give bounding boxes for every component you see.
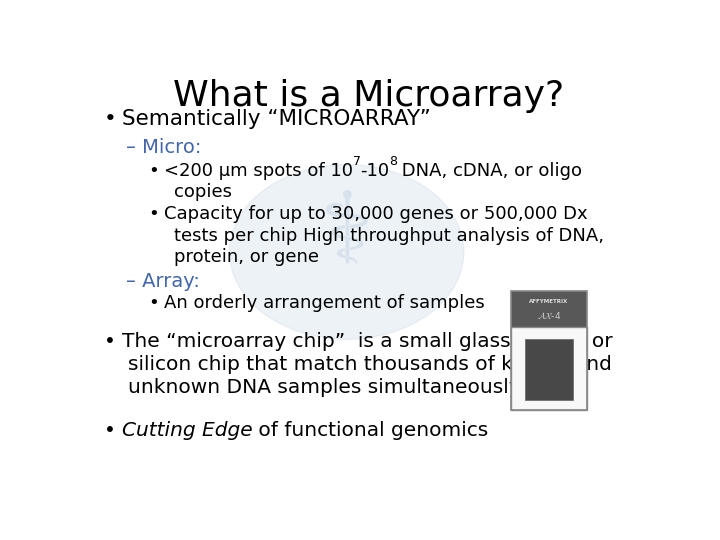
Text: •: •	[148, 162, 159, 180]
Text: AFFYMETRIX: AFFYMETRIX	[529, 299, 569, 304]
Text: – Array:: – Array:	[126, 272, 200, 291]
Text: DNA, cDNA, or oligo: DNA, cDNA, or oligo	[396, 162, 582, 180]
Text: •: •	[148, 294, 159, 312]
Text: – Micro:: – Micro:	[126, 138, 202, 158]
Text: silicon chip that match thousands of known and: silicon chip that match thousands of kno…	[128, 355, 612, 374]
Text: Cutting Edge: Cutting Edge	[122, 421, 253, 440]
Text: •: •	[104, 109, 117, 129]
Text: An orderly arrangement of samples: An orderly arrangement of samples	[164, 294, 485, 312]
Text: •: •	[104, 332, 116, 351]
Bar	[511, 292, 587, 327]
Circle shape	[230, 165, 464, 339]
Bar	[511, 327, 587, 410]
Text: •: •	[104, 421, 116, 440]
Text: copies: copies	[174, 184, 232, 201]
Text: $\mathcal{AX}$-4: $\mathcal{AX}$-4	[537, 310, 561, 321]
Text: 8: 8	[389, 155, 397, 168]
Text: •: •	[148, 206, 159, 224]
Text: tests per chip High throughput analysis of DNA,: tests per chip High throughput analysis …	[174, 227, 603, 245]
Text: Capacity for up to 30,000 genes or 500,000 Dx: Capacity for up to 30,000 genes or 500,0…	[164, 206, 588, 224]
Text: What is a Microarray?: What is a Microarray?	[174, 79, 564, 113]
Text: The “microarray chip”  is a small glass, nylon, or: The “microarray chip” is a small glass, …	[122, 332, 613, 351]
Text: protein, or gene: protein, or gene	[174, 248, 319, 266]
Text: Semantically “MICROARRAY”: Semantically “MICROARRAY”	[122, 109, 431, 129]
Text: unknown DNA samples simultaneously: unknown DNA samples simultaneously	[128, 377, 521, 396]
Text: 7: 7	[354, 155, 361, 168]
Text: -10: -10	[360, 162, 389, 180]
Text: of functional genomics: of functional genomics	[253, 421, 489, 440]
Text: ⚕: ⚕	[320, 187, 374, 284]
Bar	[511, 292, 587, 410]
Text: <200 μm spots of 10: <200 μm spots of 10	[164, 162, 354, 180]
Bar	[525, 339, 573, 400]
